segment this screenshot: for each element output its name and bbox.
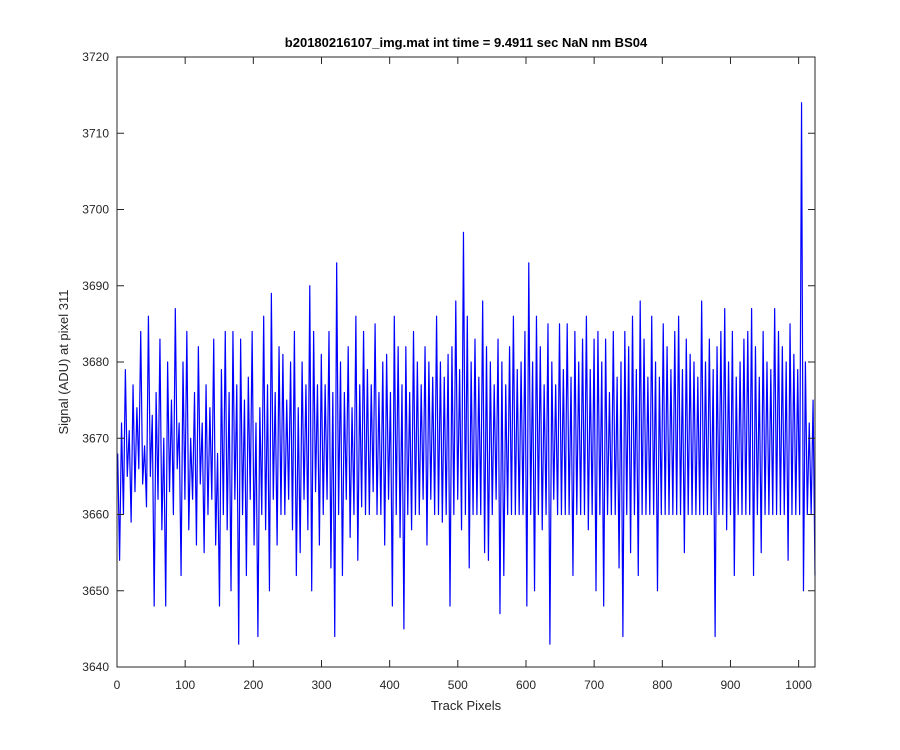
y-tick-label: 3690 (82, 279, 109, 293)
x-tick-label: 200 (243, 678, 263, 692)
axes-box (116, 56, 816, 668)
x-tick-label: 700 (584, 678, 604, 692)
ticks-layer: 0 100 200 300 400 500 600 700 800 900 1000 3640 3650… (82, 50, 815, 692)
x-tick-label: 1000 (785, 678, 812, 692)
x-axis-title: Track Pixels (431, 698, 502, 713)
x-tick-label: 900 (720, 678, 740, 692)
y-tick-label: 3700 (82, 203, 109, 217)
series-layer (117, 102, 816, 645)
x-tick-label: 500 (448, 678, 468, 692)
x-tick-label: 300 (311, 678, 331, 692)
series-line-1 (117, 102, 816, 645)
x-tick-label: 800 (652, 678, 672, 692)
x-tick-label: 400 (380, 678, 400, 692)
y-axis-title: Signal (ADU) at pixel 311 (56, 290, 71, 435)
y-tick-label: 3640 (82, 660, 109, 674)
y-tick-label: 3710 (82, 126, 109, 140)
x-tick-label: 0 (114, 678, 121, 692)
y-tick-label: 3670 (82, 431, 109, 445)
x-tick-label: 600 (516, 678, 536, 692)
plot-area (117, 57, 815, 667)
chart-title: b20180216107_img.mat int time = 9.4911 s… (285, 35, 648, 50)
y-tick-label: 3680 (82, 355, 109, 369)
y-tick-label: 3660 (82, 508, 109, 522)
y-tick-label: 3650 (82, 584, 109, 598)
y-tick-label: 3720 (82, 50, 109, 64)
x-tick-label: 100 (175, 678, 195, 692)
